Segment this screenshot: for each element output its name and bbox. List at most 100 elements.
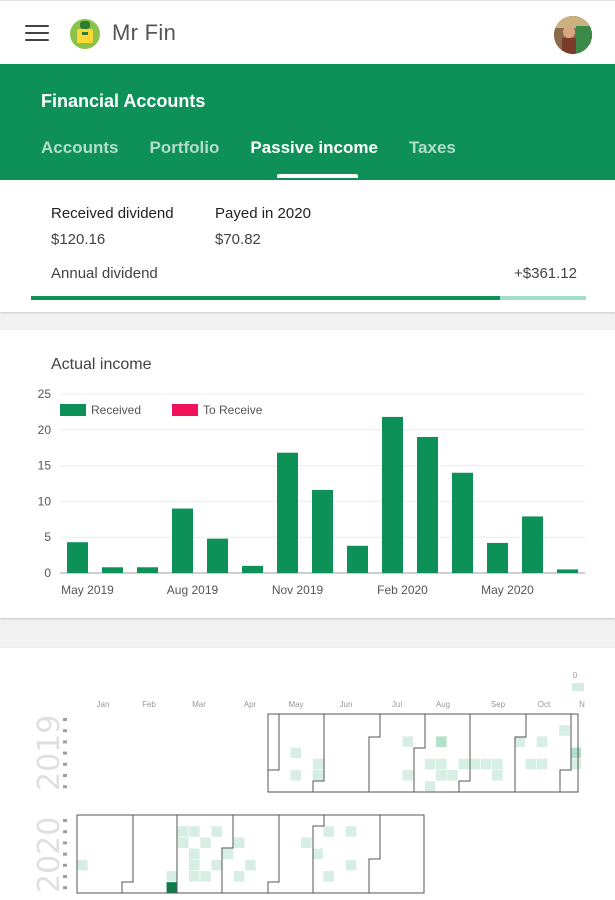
calendar-day-cell <box>335 736 346 747</box>
calendar-day-cell[interactable] <box>177 826 189 837</box>
calendar-day-cell[interactable] <box>189 848 200 860</box>
calendar-day-cell[interactable] <box>436 736 447 747</box>
calendar-day-cell[interactable] <box>402 736 413 747</box>
month-label: Apr <box>244 700 257 709</box>
calendar-day-cell <box>391 725 402 736</box>
month-outline <box>559 714 572 792</box>
bar-may-2019[interactable] <box>67 542 88 573</box>
calendar-day-cell[interactable] <box>189 859 200 871</box>
calendar-day-cell[interactable] <box>77 859 88 871</box>
calendar-day-cell[interactable] <box>436 758 447 770</box>
calendar-day-cell[interactable] <box>301 837 312 848</box>
calendar-day-cell <box>402 781 413 792</box>
calendar-day-cell[interactable] <box>447 770 458 781</box>
calendar-day-cell[interactable] <box>345 826 357 837</box>
calendar-day-cell[interactable] <box>323 826 334 837</box>
calendar-day-cell[interactable] <box>492 770 503 781</box>
income-bar-chart: 0 5 10 15 20 25 May 2019 Aug 2019 Nov 2019 Feb 2… <box>38 387 585 597</box>
calendar-day-cell <box>379 882 390 893</box>
calendar-day-cell[interactable] <box>222 848 234 860</box>
calendar-day-cell[interactable] <box>536 758 548 770</box>
calendar-day-cell <box>469 714 481 725</box>
calendar-day-cell <box>323 815 334 826</box>
calendar-day-cell[interactable] <box>290 747 301 759</box>
page-title: Financial Accounts <box>41 91 206 111</box>
weekday-marker <box>63 830 67 834</box>
bar-jul-2019[interactable] <box>137 567 158 573</box>
calendar-day-cell[interactable] <box>559 725 570 736</box>
bar-aug-2019[interactable] <box>172 508 193 573</box>
calendar-day-cell[interactable] <box>492 758 503 770</box>
calendar-day-cell[interactable] <box>469 758 481 770</box>
calendar-day-cell[interactable] <box>200 837 211 848</box>
legend-label[interactable]: To Receive <box>203 403 263 417</box>
bar-dec-2019[interactable] <box>312 489 333 573</box>
calendar-day-cell-max[interactable] <box>166 882 178 893</box>
calendar-day-cell[interactable] <box>480 758 492 770</box>
tab-passive-income[interactable]: Passive income <box>250 138 378 157</box>
bar-jun-2020[interactable] <box>522 516 543 573</box>
calendar-day-cell[interactable] <box>514 736 525 747</box>
calendar-day-cell[interactable] <box>424 758 436 770</box>
calendar-day-cell <box>368 747 380 759</box>
calendar-day-cell <box>357 725 369 736</box>
month-outline <box>368 815 381 893</box>
calendar-day-cell[interactable] <box>166 871 178 882</box>
bar-jan-2020[interactable] <box>347 545 368 573</box>
calendar-day-cell <box>390 882 402 893</box>
bar-jun-2019[interactable] <box>102 567 123 573</box>
calendar-day-cell[interactable] <box>345 859 357 871</box>
hamburger-menu-icon[interactable] <box>23 22 51 44</box>
tab-portfolio[interactable]: Portfolio <box>149 138 220 157</box>
calendar-day-cell <box>480 781 492 792</box>
calendar-day-cell <box>267 826 278 837</box>
calendar-day-cell[interactable] <box>211 859 222 871</box>
calendar-day-cell <box>267 882 278 893</box>
bar-mar-2020[interactable] <box>417 436 438 573</box>
calendar-day-cell <box>368 758 380 770</box>
calendar-day-cell[interactable] <box>525 758 537 770</box>
calendar-day-cell <box>559 781 570 792</box>
calendar-day-cell[interactable] <box>312 848 323 860</box>
calendar-day-cell <box>144 848 155 860</box>
calendar-day-cell[interactable] <box>570 758 581 770</box>
calendar-day-cell[interactable] <box>458 758 469 770</box>
tab-accounts[interactable]: Accounts <box>41 138 119 157</box>
bar-sep-2019[interactable] <box>207 538 228 573</box>
calendar-day-cell <box>323 859 334 871</box>
calendar-day-cell[interactable] <box>323 871 334 882</box>
calendar-day-cell[interactable] <box>211 826 222 837</box>
calendar-day-cell[interactable] <box>233 871 245 882</box>
calendar-day-cell <box>77 848 88 860</box>
bar-oct-2019[interactable] <box>242 565 263 573</box>
calendar-day-cell[interactable] <box>570 747 581 759</box>
calendar-day-cell <box>514 770 525 781</box>
bar-jul-2020[interactable] <box>557 569 578 573</box>
bar-may-2020[interactable] <box>487 542 508 573</box>
calendar-day-cell[interactable] <box>200 871 211 882</box>
bar-feb-2020[interactable] <box>382 416 403 573</box>
calendar-day-cell <box>458 725 469 736</box>
calendar-day-cell[interactable] <box>312 758 324 770</box>
calendar-day-cell[interactable] <box>189 871 200 882</box>
calendar-day-cell[interactable] <box>189 826 200 837</box>
calendar-day-cell <box>301 747 313 759</box>
calendar-day-cell[interactable] <box>290 770 301 781</box>
calendar-day-cell[interactable] <box>233 837 245 848</box>
calendar-day-cell <box>503 781 514 792</box>
calendar-day-cell[interactable] <box>177 837 189 848</box>
calendar-day-cell <box>525 781 537 792</box>
calendar-day-cell[interactable] <box>536 736 548 747</box>
bar-apr-2020[interactable] <box>452 472 473 573</box>
calendar-day-cell <box>279 758 290 770</box>
tab-taxes[interactable]: Taxes <box>408 138 456 157</box>
y-tick-label: 10 <box>38 494 52 508</box>
calendar-day-cell[interactable] <box>436 770 447 781</box>
legend-label[interactable]: Received <box>91 403 141 417</box>
calendar-day-cell[interactable] <box>402 770 413 781</box>
bar-nov-2019[interactable] <box>277 452 298 573</box>
calendar-day-cell[interactable] <box>245 859 256 871</box>
calendar-day-cell[interactable] <box>424 781 436 792</box>
calendar-day-cell[interactable] <box>312 770 324 781</box>
avatar[interactable] <box>554 16 592 54</box>
